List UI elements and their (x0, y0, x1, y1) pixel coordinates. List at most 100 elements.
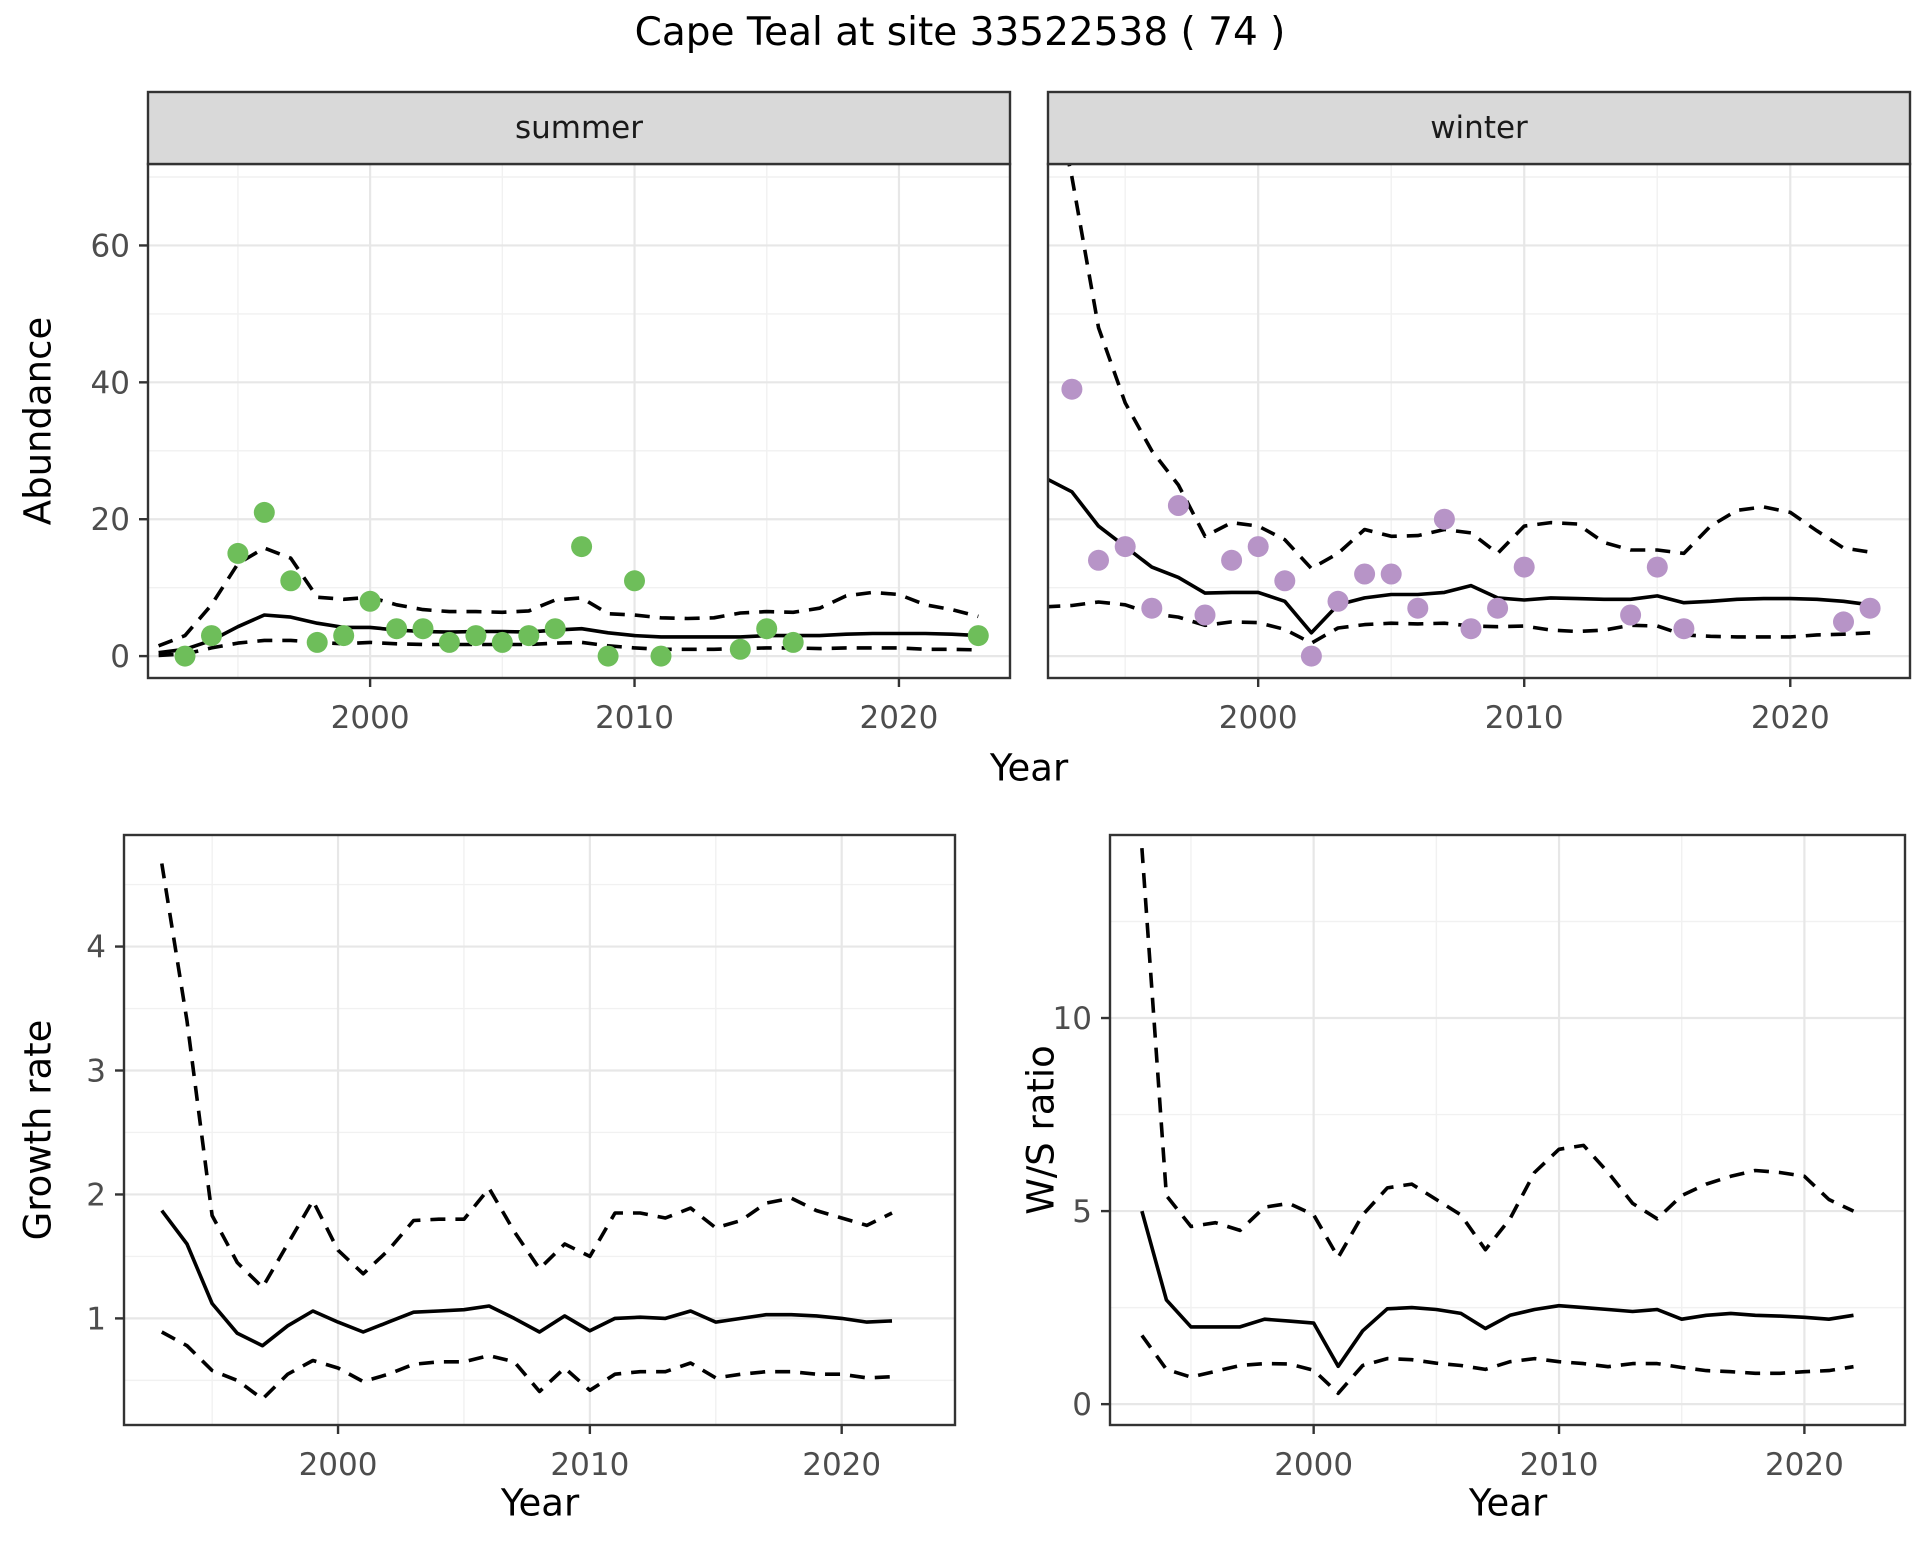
x-tick-label: 2000 (331, 700, 410, 736)
plot-area (1140, 847, 1855, 1396)
chart-title: Cape Teal at site 33522538 ( 74 ) (634, 10, 1286, 55)
gridlines (124, 835, 955, 1425)
data-point (1433, 508, 1455, 530)
data-point (624, 570, 645, 592)
data-point (1167, 495, 1189, 516)
data-point (1274, 570, 1296, 592)
data-point (306, 631, 328, 653)
fit-line (1048, 477, 1871, 635)
data-point (174, 645, 196, 667)
panel-background (124, 835, 955, 1425)
x-axis-title-year-top: Year (989, 746, 1069, 790)
fit-line (158, 613, 979, 655)
data-point (1407, 597, 1429, 619)
data-point (1620, 604, 1642, 626)
y-tick-label: 40 (91, 365, 130, 401)
y-tick-label: 10 (1053, 1001, 1092, 1037)
y-axis-title-ws-ratio: W/S ratio (1019, 1045, 1063, 1215)
data-point (1194, 604, 1216, 626)
panel-ws-ratio: 2000 2010 2020 0 5 10 (1053, 833, 1907, 1483)
data-point (967, 625, 989, 647)
data-point (1460, 618, 1482, 640)
y-tick-label: 60 (91, 228, 130, 264)
upper-ci-line (157, 546, 979, 648)
lower-ci-line (158, 638, 979, 658)
data-point (1513, 556, 1535, 578)
data-point (359, 590, 381, 612)
y-tick-label: 4 (86, 930, 106, 966)
y-tick-label: 3 (86, 1054, 106, 1090)
data-point (518, 625, 540, 647)
x-tick-label: 2020 (859, 700, 938, 736)
x-tick-label: 2010 (1520, 1447, 1599, 1483)
data-point (1487, 597, 1509, 619)
upper-ci-line (1067, 164, 1871, 571)
observation-points (174, 501, 989, 667)
y-tick-label: 20 (91, 502, 130, 538)
data-point (412, 618, 434, 640)
data-point (756, 618, 778, 640)
data-point (1114, 536, 1136, 558)
data-point (1247, 536, 1269, 558)
panel-background (1048, 164, 1910, 678)
y-tick-label: 2 (86, 1177, 106, 1213)
x-tick-label: 2000 (1274, 1447, 1353, 1483)
axis-ticks-and-labels: 2000 2010 2020 0 5 10 (1053, 1001, 1844, 1483)
y-axis-title-abundance: Abundance (16, 316, 60, 526)
data-point (333, 625, 355, 647)
y-tick-label: 1 (86, 1301, 106, 1337)
data-point (438, 631, 460, 653)
data-point (227, 542, 249, 564)
data-point (491, 631, 513, 653)
facet-strip-label-summer: summer (514, 110, 644, 146)
x-tick-label: 2010 (1485, 700, 1564, 736)
plot-area (1048, 164, 1881, 667)
data-point (253, 501, 275, 523)
data-point (1221, 549, 1243, 571)
upper-ci-line (1140, 847, 1855, 1260)
data-point (1354, 563, 1376, 585)
x-tick-label: 2020 (1765, 1447, 1844, 1483)
facet-strip-label-winter: winter (1430, 110, 1528, 146)
lower-ci-line (160, 1330, 893, 1401)
x-tick-label: 2000 (1219, 700, 1298, 736)
plot-area (160, 863, 893, 1401)
data-point (1833, 611, 1854, 633)
plot-area (157, 501, 989, 667)
panel-border (1108, 833, 1907, 1427)
data-point (571, 536, 593, 558)
facet-strip (1046, 90, 1912, 166)
panel-abundance-winter: 2000 2010 2020 (1046, 90, 1912, 736)
data-point (729, 638, 751, 660)
fit-line (160, 1209, 893, 1348)
data-point (1088, 549, 1109, 571)
x-tick-label: 2020 (802, 1447, 881, 1483)
lower-ci-line (1048, 600, 1871, 645)
x-tick-label: 2010 (595, 700, 674, 736)
data-point (1646, 556, 1668, 578)
gridlines (148, 164, 1010, 678)
data-point (386, 618, 408, 640)
data-point (597, 645, 619, 667)
data-point (544, 618, 566, 640)
data-point (782, 631, 804, 653)
data-point (280, 570, 302, 592)
data-point (1300, 645, 1322, 667)
x-axis-title-year-ws: Year (1468, 1481, 1548, 1525)
x-tick-label: 2000 (299, 1447, 378, 1483)
x-axis-title-year-growth: Year (500, 1481, 580, 1525)
y-tick-label: 5 (1072, 1194, 1092, 1230)
y-tick-label: 0 (110, 639, 130, 675)
y-tick-label: 0 (1072, 1387, 1092, 1423)
axis-ticks-and-labels: 2000 2010 2020 0 20 40 60 (91, 228, 939, 736)
x-tick-label: 2020 (1751, 700, 1830, 736)
observation-points (1061, 378, 1881, 667)
y-axis-title-growth-rate: Growth rate (16, 1019, 60, 1241)
panel-background (1110, 835, 1905, 1425)
data-point (1061, 378, 1083, 400)
panel-growth-rate: 2000 2010 2020 1 2 3 4 (86, 833, 957, 1483)
panel-border (122, 833, 957, 1427)
x-tick-label: 2010 (550, 1447, 629, 1483)
